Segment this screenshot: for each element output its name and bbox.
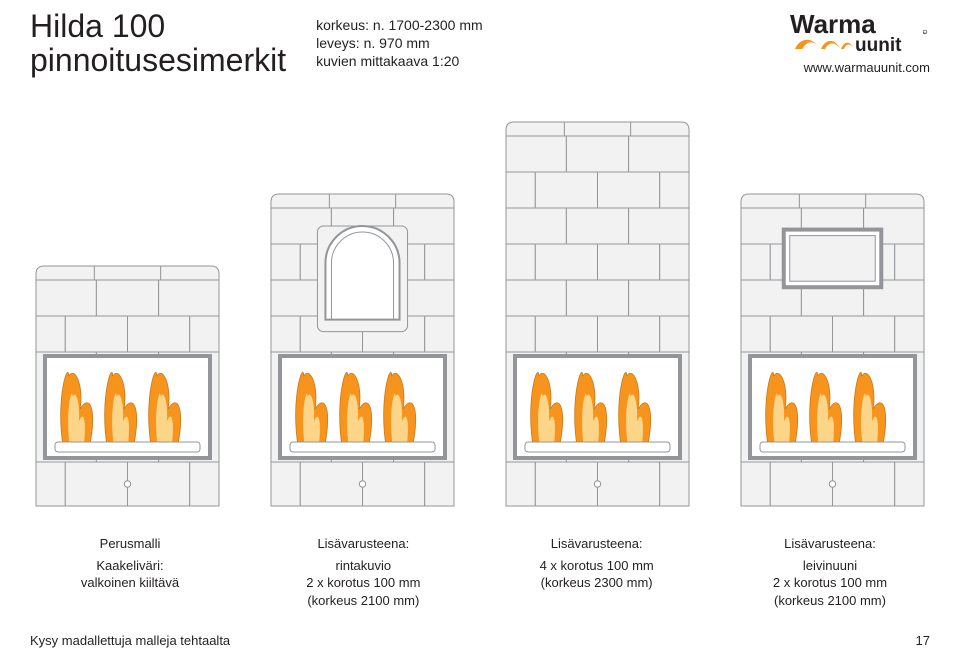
caption-4: Lisävarusteena: leivinuuni 2 x korotus 1… xyxy=(730,535,930,609)
caption-line: leivinuuni xyxy=(730,557,930,575)
spec-height: korkeus: n. 1700-2300 mm xyxy=(316,16,483,34)
spec-block: korkeus: n. 1700-2300 mm leveys: n. 970 … xyxy=(316,10,483,77)
spec-scale: kuvien mittakaava 1:20 xyxy=(316,52,483,70)
caption-line: 4 x korotus 100 mm xyxy=(497,557,697,575)
caption-lead: Lisävarusteena: xyxy=(730,535,930,553)
footer-note: Kysy madallettuja malleja tehtaalta xyxy=(30,633,230,648)
caption-line: (korkeus 2100 mm) xyxy=(730,592,930,610)
caption-lead: Lisävarusteena: xyxy=(263,535,463,553)
spec-width: leveys: n. 970 mm xyxy=(316,34,483,52)
title-block: Hilda 100 pinnoitusesimerkit korkeus: n.… xyxy=(30,10,483,77)
stove-perusmalli xyxy=(30,262,225,512)
stove xyxy=(265,190,460,517)
caption-line: valkoinen kiiltävä xyxy=(30,574,230,592)
caption-line: 2 x korotus 100 mm xyxy=(263,574,463,592)
caption-lead: Lisävarusteena: xyxy=(497,535,697,553)
caption-2: Lisävarusteena: rintakuvio 2 x korotus 1… xyxy=(263,535,463,609)
stove-rintakuvio xyxy=(265,190,460,512)
caption-line: rintakuvio xyxy=(263,557,463,575)
caption-3: Lisävarusteena: 4 x korotus 100 mm (kork… xyxy=(497,535,697,609)
stove-leivinuuni xyxy=(735,190,930,512)
logo-block: Warma uunit R www.warmauunit.com xyxy=(790,10,930,75)
stove xyxy=(30,262,225,517)
stove-korotus4 xyxy=(500,118,695,512)
caption-lead: Perusmalli xyxy=(30,535,230,553)
page-number: 17 xyxy=(916,633,930,648)
stove xyxy=(735,190,930,517)
svg-text:R: R xyxy=(924,31,927,35)
caption-line: Kaakeliväri: xyxy=(30,557,230,575)
title-line1: Hilda 100 xyxy=(30,10,286,44)
caption-line: (korkeus 2100 mm) xyxy=(263,592,463,610)
page-title: Hilda 100 pinnoitusesimerkit xyxy=(30,10,286,77)
header: Hilda 100 pinnoitusesimerkit korkeus: n.… xyxy=(0,0,960,77)
stove xyxy=(500,118,695,517)
caption-line: 2 x korotus 100 mm xyxy=(730,574,930,592)
warma-logo: Warma uunit R xyxy=(790,10,930,58)
footer: Kysy madallettuja malleja tehtaalta 17 xyxy=(0,633,960,648)
logo-url: www.warmauunit.com xyxy=(790,60,930,75)
caption-1: Perusmalli Kaakeliväri: valkoinen kiiltä… xyxy=(30,535,230,609)
svg-text:uunit: uunit xyxy=(855,35,902,56)
captions-row: Perusmalli Kaakeliväri: valkoinen kiiltä… xyxy=(0,517,960,609)
caption-line: (korkeus 2300 mm) xyxy=(497,574,697,592)
title-line2: pinnoitusesimerkit xyxy=(30,44,286,78)
stove-row xyxy=(0,77,960,517)
